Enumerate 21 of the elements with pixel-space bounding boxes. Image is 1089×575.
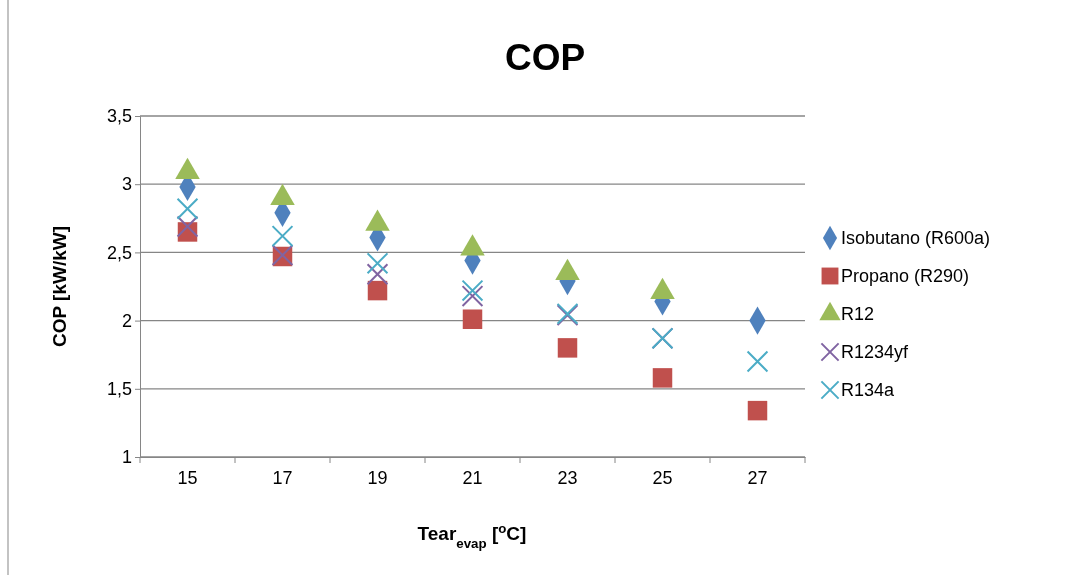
x-tick-label: 17	[272, 467, 293, 488]
x-tick-label: 27	[747, 467, 768, 488]
legend-label: R12	[841, 304, 875, 324]
x-tick-label: 23	[557, 467, 578, 488]
legend-label: Propano (R290)	[841, 266, 970, 286]
y-axis-title: COP [kW/kW]	[49, 225, 70, 348]
legend-label: Isobutano (R600a)	[841, 228, 991, 248]
legend-label: R1234yf	[841, 342, 910, 362]
x-axis-title: Tear$_{evap}$ [$^{o}$C]	[417, 520, 527, 551]
y-tick-label: 3,5	[106, 106, 132, 127]
x-tick-label: 25	[652, 467, 673, 488]
chart-title: COP	[504, 37, 586, 78]
x-tick-label: 21	[462, 467, 483, 488]
y-tick-label: 2,5	[106, 242, 132, 263]
y-tick-label: 1,5	[106, 379, 132, 400]
x-tick-label: 19	[367, 467, 388, 488]
y-tick-label: 3	[121, 174, 132, 195]
y-tick-label: 1	[121, 447, 132, 468]
x-tick-label: 15	[177, 467, 198, 488]
legend-label: R134a	[841, 380, 896, 400]
y-tick-label: 2	[121, 310, 132, 331]
